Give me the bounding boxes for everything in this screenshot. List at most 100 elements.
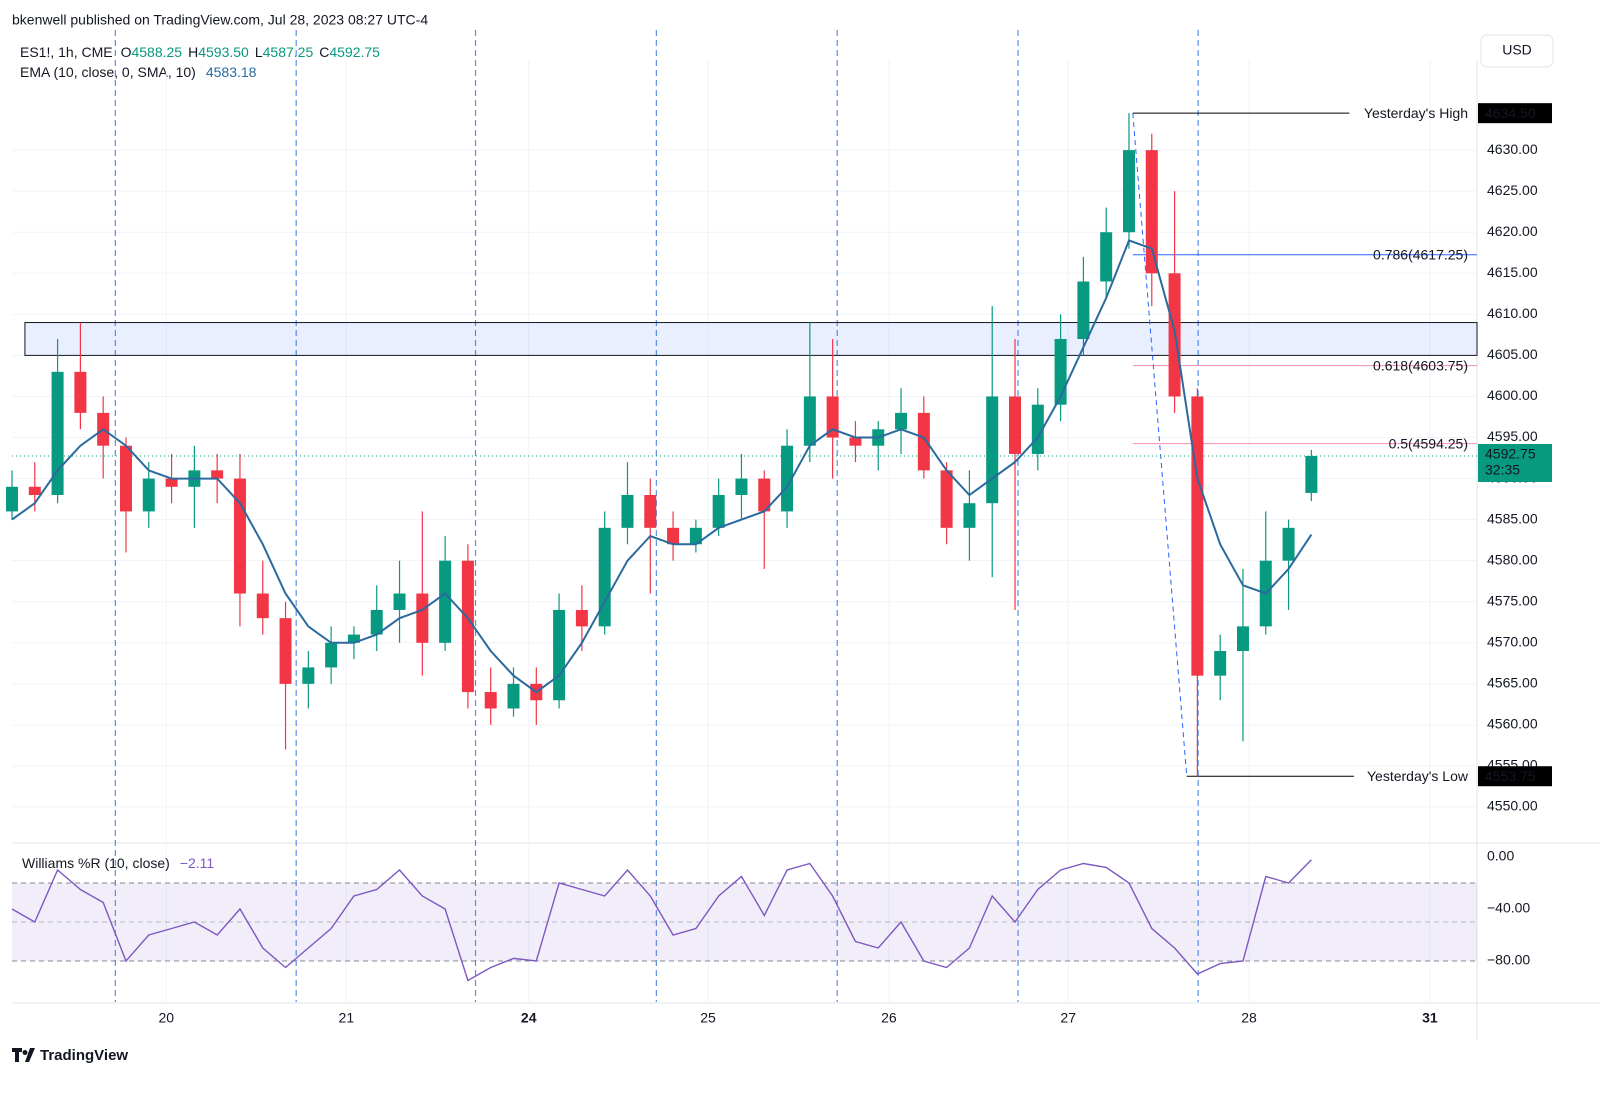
- brand-name: TradingView: [40, 1047, 128, 1064]
- candle-body: [553, 609, 566, 701]
- wr-legend: Williams %R (10, close) −2.11: [22, 855, 214, 871]
- candle-body: [689, 527, 702, 545]
- candle-body: [51, 371, 64, 495]
- candle-body: [1145, 150, 1158, 274]
- ohlc-value: 4592.75: [329, 44, 380, 60]
- x-tick-label: 26: [881, 1010, 897, 1026]
- candle-body: [712, 494, 725, 528]
- level-label: Yesterday's Low: [1367, 768, 1469, 784]
- fib-trend-line: [1132, 113, 1188, 777]
- candle-body: [28, 486, 41, 495]
- candle-body: [1100, 232, 1113, 282]
- candle-body: [849, 437, 862, 446]
- candle-body: [963, 503, 976, 528]
- y-tick-label: 4560.00: [1487, 716, 1538, 732]
- candle-body: [233, 478, 246, 594]
- candle-body: [74, 371, 87, 413]
- x-tick-label: 31: [1422, 1010, 1438, 1026]
- candle-body: [279, 618, 292, 684]
- level-label: 0.786(4617.25): [1373, 247, 1468, 263]
- candle-body: [142, 478, 155, 512]
- bar-countdown: 32:35: [1485, 462, 1520, 478]
- candle-body: [1009, 396, 1022, 454]
- symbol: ES1!, 1h, CME: [20, 44, 113, 60]
- last-price-box: [1478, 443, 1552, 482]
- ema-name: EMA (10, close, 0, SMA, 10): [20, 64, 196, 80]
- level-label: 0.618(4603.75): [1373, 357, 1468, 373]
- candle-body: [461, 560, 474, 693]
- brand-logo: [12, 1048, 35, 1062]
- candle-body: [621, 494, 634, 528]
- candle-body: [667, 527, 680, 545]
- currency-button[interactable]: [1480, 34, 1554, 68]
- ohlc-key: L: [255, 44, 263, 60]
- candle-body: [1122, 150, 1135, 233]
- candle-body: [165, 478, 178, 487]
- level-axis-label: 4553.75: [1485, 768, 1536, 784]
- y-tick-label: 4595.00: [1487, 428, 1538, 444]
- candle-body: [6, 486, 18, 512]
- candle-body: [826, 396, 839, 438]
- candle-body: [986, 396, 999, 504]
- y-tick-label: 4550.00: [1487, 798, 1538, 814]
- candle-body: [325, 642, 338, 668]
- y-tick-label: 4625.00: [1487, 182, 1538, 198]
- candle-body: [439, 560, 452, 643]
- y-tick-label: 4575.00: [1487, 592, 1538, 608]
- publisher-line: bkenwell published on TradingView.com, J…: [12, 12, 428, 28]
- candle-body: [370, 609, 383, 635]
- candle-body: [393, 593, 406, 610]
- candle-body: [598, 527, 611, 627]
- candle-body: [1191, 396, 1204, 676]
- level-axis-box: [1478, 103, 1552, 124]
- x-tick-label: 24: [521, 1010, 537, 1026]
- candle-body: [1305, 455, 1318, 493]
- candle-body: [1214, 651, 1227, 676]
- resistance-zone: [24, 322, 1478, 356]
- symbol-legend: ES1!, 1h, CME O4588.25 H4593.50 L4587.25 C45…: [20, 44, 380, 60]
- x-tick-label: 28: [1241, 1010, 1257, 1026]
- ema-line: [11, 239, 1313, 694]
- wr-value: −2.11: [180, 855, 215, 871]
- candle-body: [803, 396, 816, 446]
- wr-tick-label: −40.00: [1487, 900, 1530, 916]
- candle-body: [781, 445, 794, 512]
- candle-body: [644, 494, 657, 528]
- ema-value: 4583.18: [206, 64, 257, 80]
- candle-body: [1282, 527, 1295, 561]
- ohlc-key: C: [319, 44, 329, 60]
- candle-body: [256, 593, 269, 619]
- currency-label[interactable]: USD: [1502, 42, 1532, 58]
- candle-body: [302, 667, 315, 684]
- x-tick-label: 21: [339, 1010, 355, 1026]
- level-axis-box: [1478, 766, 1552, 787]
- ema-legend: EMA (10, close, 0, SMA, 10) 4583.18: [20, 64, 257, 80]
- candle-body: [211, 470, 224, 479]
- x-tick-label: 27: [1060, 1010, 1076, 1026]
- x-tick-label: 20: [158, 1010, 174, 1026]
- y-tick-label: 4620.00: [1487, 223, 1538, 239]
- candle-body: [895, 412, 908, 430]
- y-tick-label: 4570.00: [1487, 633, 1538, 649]
- y-tick-label: 4610.00: [1487, 305, 1538, 321]
- y-tick-label: 4615.00: [1487, 264, 1538, 280]
- candle-body: [758, 478, 771, 512]
- ohlc-value: 4588.25: [131, 44, 182, 60]
- level-axis-label: 4634.50: [1485, 105, 1536, 121]
- candle-body: [484, 692, 497, 709]
- y-tick-label: 4580.00: [1487, 551, 1538, 567]
- level-label: 0.5(4594.25): [1389, 435, 1468, 451]
- ohlc-value: 4593.50: [198, 44, 249, 60]
- y-tick-label: 4630.00: [1487, 141, 1538, 157]
- last-price-label: 4592.75: [1485, 446, 1536, 462]
- wr-tick-label: −80.00: [1487, 952, 1530, 968]
- candle-body: [347, 634, 360, 643]
- ohlc-key: O: [121, 44, 132, 60]
- candle-body: [1077, 281, 1090, 339]
- wr-line: [11, 859, 1312, 982]
- ohlc-value: 4587.25: [263, 44, 314, 60]
- y-tick-label: 4565.00: [1487, 675, 1538, 691]
- level-label: Yesterday's High: [1364, 105, 1468, 121]
- candle-body: [940, 470, 953, 528]
